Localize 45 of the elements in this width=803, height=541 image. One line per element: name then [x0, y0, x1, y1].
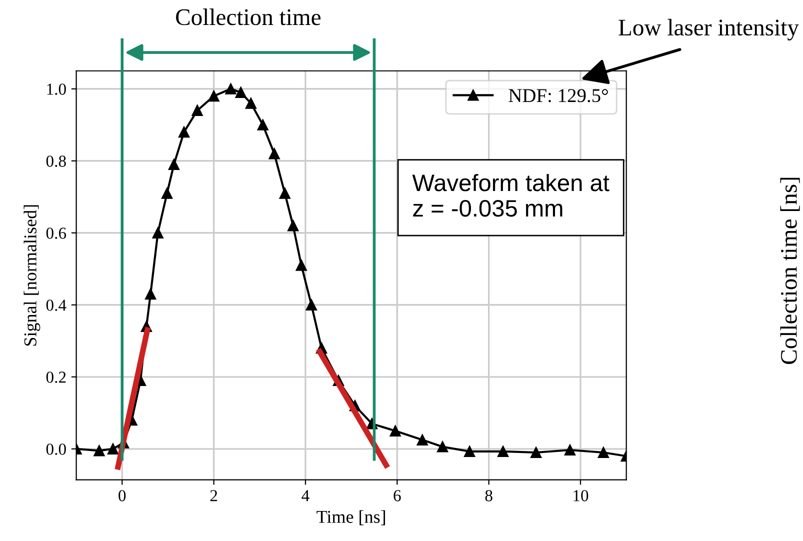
point	[235, 86, 246, 98]
point	[390, 425, 401, 436]
point	[208, 90, 220, 102]
point	[464, 446, 476, 457]
point	[152, 227, 164, 238]
text: Low laser intensity	[618, 18, 799, 40]
point	[436, 441, 448, 452]
point	[225, 83, 236, 94]
x-tick-label: 8	[485, 490, 492, 502]
y-tick-label: 0.8	[46, 156, 66, 167]
point	[161, 188, 173, 199]
x-tick-label: 10	[574, 490, 588, 502]
y-axis-title: Signal [normalised]	[24, 205, 40, 346]
legend-label: NDF: 129.5°	[508, 89, 608, 102]
point	[107, 443, 119, 454]
text: Collection time	[176, 8, 320, 26]
point	[416, 434, 428, 446]
point	[306, 299, 317, 310]
point	[94, 445, 105, 456]
y-tick-label: 1.0	[47, 84, 66, 95]
point	[530, 446, 542, 458]
point	[178, 126, 190, 138]
y-tick-label: 0.6	[46, 228, 66, 239]
point	[598, 446, 609, 458]
x-tick-label: 4	[302, 490, 310, 502]
y-tick-label: 0.2	[46, 372, 66, 383]
point	[268, 148, 280, 160]
x-tick-label: 2	[210, 490, 218, 502]
point	[192, 104, 203, 116]
y-tick-label: 0.4	[46, 300, 66, 311]
point	[564, 444, 576, 456]
point	[296, 260, 307, 271]
point	[257, 119, 268, 130]
x-tick-label: 0	[118, 490, 126, 502]
x-tick-label: 6	[394, 490, 401, 502]
point	[279, 188, 290, 199]
point	[288, 220, 299, 232]
y-tick-label: 0.0	[46, 444, 66, 455]
annotation: Waveform taken at z = -0.035 mm	[412, 174, 610, 217]
point	[497, 446, 509, 457]
point	[245, 98, 256, 109]
point	[144, 288, 156, 300]
text: Collection time [ns]	[780, 178, 800, 364]
x-axis-title: Time [ns]	[316, 510, 386, 526]
point	[168, 158, 180, 170]
